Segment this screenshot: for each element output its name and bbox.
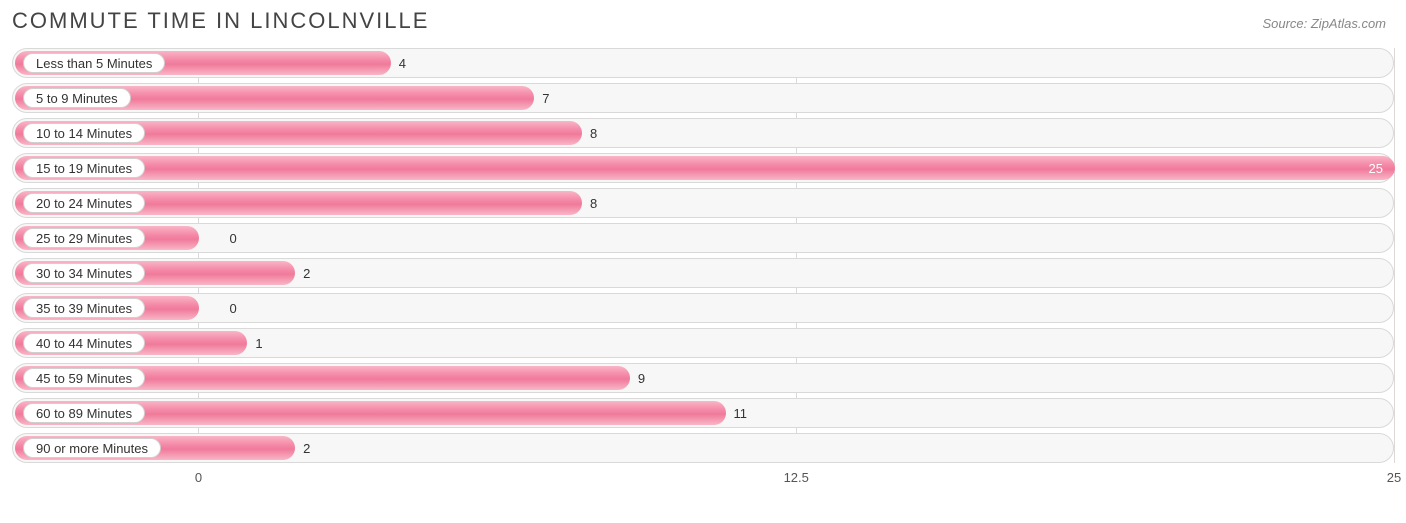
- category-pill: 30 to 34 Minutes: [23, 263, 145, 283]
- bar-row: 60 to 89 Minutes 11: [12, 398, 1394, 428]
- value-label: 2: [303, 259, 310, 287]
- bar-row: 20 to 24 Minutes 8: [12, 188, 1394, 218]
- category-pill: 60 to 89 Minutes: [23, 403, 145, 423]
- chart-source: Source: ZipAtlas.com: [1262, 16, 1386, 31]
- x-axis: 012.525: [12, 468, 1394, 490]
- x-axis-tick: 25: [1387, 470, 1401, 485]
- bar-row: 45 to 59 Minutes 9: [12, 363, 1394, 393]
- category-pill: 15 to 19 Minutes: [23, 158, 145, 178]
- value-label: 7: [542, 84, 549, 112]
- x-axis-tick: 12.5: [784, 470, 809, 485]
- category-pill: 5 to 9 Minutes: [23, 88, 131, 108]
- commute-bar-chart: Less than 5 Minutes 4 5 to 9 Minutes 7 10 to…: [12, 48, 1394, 463]
- value-label: 8: [590, 119, 597, 147]
- category-pill: 45 to 59 Minutes: [23, 368, 145, 388]
- category-pill: 90 or more Minutes: [23, 438, 161, 458]
- chart-title: COMMUTE TIME IN LINCOLNVILLE: [12, 8, 429, 34]
- bar-row: 15 to 19 Minutes 25: [12, 153, 1394, 183]
- category-pill: 20 to 24 Minutes: [23, 193, 145, 213]
- bar-row: 35 to 39 Minutes 0: [12, 293, 1394, 323]
- category-pill: 10 to 14 Minutes: [23, 123, 145, 143]
- x-axis-tick: 0: [195, 470, 202, 485]
- bar-row: 40 to 44 Minutes 1: [12, 328, 1394, 358]
- value-label: 4: [399, 49, 406, 77]
- category-pill: 35 to 39 Minutes: [23, 298, 145, 318]
- bar-row: 10 to 14 Minutes 8: [12, 118, 1394, 148]
- value-label: 2: [303, 434, 310, 462]
- category-pill: Less than 5 Minutes: [23, 53, 165, 73]
- bar-row: 25 to 29 Minutes 0: [12, 223, 1394, 253]
- bar-row: 90 or more Minutes 2: [12, 433, 1394, 463]
- value-label: 0: [229, 224, 236, 252]
- category-pill: 25 to 29 Minutes: [23, 228, 145, 248]
- value-label: 11: [734, 399, 748, 427]
- bar-fill: [15, 156, 1395, 180]
- gridline: [1394, 48, 1395, 463]
- value-label: 8: [590, 189, 597, 217]
- bar-row: Less than 5 Minutes 4: [12, 48, 1394, 78]
- value-label: 25: [1369, 154, 1383, 182]
- bar-row: 30 to 34 Minutes 2: [12, 258, 1394, 288]
- bar-row: 5 to 9 Minutes 7: [12, 83, 1394, 113]
- value-label: 0: [229, 294, 236, 322]
- category-pill: 40 to 44 Minutes: [23, 333, 145, 353]
- value-label: 9: [638, 364, 645, 392]
- value-label: 1: [255, 329, 262, 357]
